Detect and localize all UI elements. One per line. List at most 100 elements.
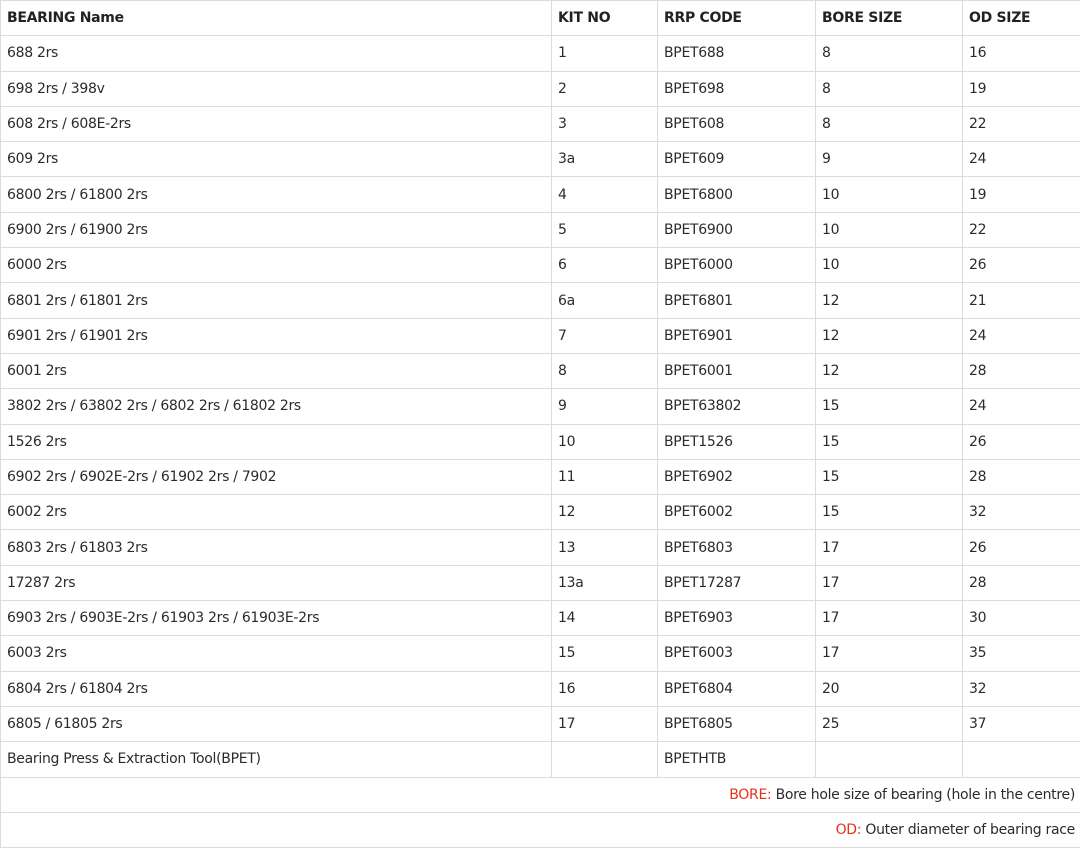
table-cell: 26 bbox=[962, 529, 1080, 566]
table-cell: 6001 2rs bbox=[0, 352, 552, 390]
note-cell: BORE: Bore hole size of bearing (hole in… bbox=[0, 776, 1080, 813]
table-cell: 16 bbox=[962, 35, 1080, 72]
table-cell: 28 bbox=[962, 458, 1080, 496]
table-cell: 26 bbox=[962, 247, 1080, 284]
table-cell: 15 bbox=[551, 635, 658, 672]
table-cell: Bearing Press & Extraction Tool(BPET) bbox=[0, 741, 552, 778]
table-row: 1526 2rs 10 BPET1526 15 26 bbox=[0, 423, 1080, 460]
table-row: 3802 2rs / 63802 2rs / 6802 2rs / 61802 … bbox=[0, 388, 1080, 425]
table-cell: 22 bbox=[962, 105, 1080, 143]
table-cell: 3 bbox=[551, 105, 658, 143]
table-row: 698 2rs / 398v 2 BPET698 8 19 bbox=[0, 70, 1080, 107]
note-label: OD: bbox=[835, 821, 862, 838]
table-cell: 4 bbox=[551, 176, 658, 213]
table-cell: 11 bbox=[551, 458, 658, 496]
table-cell: BPET6003 bbox=[657, 635, 816, 672]
table-cell: 15 bbox=[815, 494, 963, 531]
table-cell: BPET6001 bbox=[657, 352, 816, 390]
table-cell: 10 bbox=[815, 247, 963, 284]
table-cell: 12 bbox=[815, 352, 963, 390]
table-cell: 6903 2rs / 6903E-2rs / 61903 2rs / 61903… bbox=[0, 600, 552, 637]
table-cell: 17287 2rs bbox=[0, 564, 552, 602]
table-cell: 9 bbox=[815, 141, 963, 178]
table-cell: 6902 2rs / 6902E-2rs / 61902 2rs / 7902 bbox=[0, 458, 552, 496]
table-cell: BPET6801 bbox=[657, 282, 816, 319]
table-row: 688 2rs 1 BPET688 8 16 bbox=[0, 35, 1080, 72]
table-cell: BPET6804 bbox=[657, 670, 816, 707]
table-cell: 21 bbox=[962, 282, 1080, 319]
header-row: BEARING Name KIT NO RRP CODE BORE SIZE OD SI… bbox=[0, 0, 1080, 37]
table-cell: 24 bbox=[962, 317, 1080, 354]
table-row: 6801 2rs / 61801 2rs 6a BPET6801 12 21 bbox=[0, 282, 1080, 319]
table-row: 6804 2rs / 61804 2rs 16 BPET6804 20 32 bbox=[0, 670, 1080, 707]
table-row: 6002 2rs 12 BPET6002 15 32 bbox=[0, 494, 1080, 531]
table-cell: BPET17287 bbox=[657, 564, 816, 602]
table-row: 6901 2rs / 61901 2rs 7 BPET6901 12 24 bbox=[0, 317, 1080, 354]
note-row: BORE: Bore hole size of bearing (hole in… bbox=[0, 776, 1080, 813]
table-cell: 15 bbox=[815, 458, 963, 496]
table-cell: 8 bbox=[551, 352, 658, 390]
note-row: OD: Outer diameter of bearing race bbox=[0, 811, 1080, 848]
table-cell: 10 bbox=[815, 211, 963, 249]
table-body: 688 2rs 1 BPET688 8 16 698 2rs / 398v 2 BPET698… bbox=[0, 35, 1080, 848]
table-cell: 688 2rs bbox=[0, 35, 552, 72]
table-cell: 10 bbox=[815, 176, 963, 213]
table-cell: BPET63802 bbox=[657, 388, 816, 425]
table-cell: 3802 2rs / 63802 2rs / 6802 2rs / 61802 … bbox=[0, 388, 552, 425]
table-cell: 22 bbox=[962, 211, 1080, 249]
table-row: 6001 2rs 8 BPET6001 12 28 bbox=[0, 352, 1080, 390]
table-row: 17287 2rs 13a BPET17287 17 28 bbox=[0, 564, 1080, 602]
table-cell: BPET6002 bbox=[657, 494, 816, 531]
column-header: BEARING Name bbox=[0, 0, 552, 37]
table-cell: BPET688 bbox=[657, 35, 816, 72]
table-cell: 5 bbox=[551, 211, 658, 249]
column-header: RRP CODE bbox=[657, 0, 816, 37]
table-cell: 6800 2rs / 61800 2rs bbox=[0, 176, 552, 213]
table-cell: 8 bbox=[815, 35, 963, 72]
table-cell: 9 bbox=[551, 388, 658, 425]
table-row: 6900 2rs / 61900 2rs 5 BPET6900 10 22 bbox=[0, 211, 1080, 249]
table-cell: 6805 / 61805 2rs bbox=[0, 705, 552, 743]
table-row: 6805 / 61805 2rs 17 BPET6805 25 37 bbox=[0, 705, 1080, 743]
table-row: 6800 2rs / 61800 2rs 4 BPET6800 10 19 bbox=[0, 176, 1080, 213]
table-cell: 35 bbox=[962, 635, 1080, 672]
table-cell: 17 bbox=[815, 564, 963, 602]
table-cell: 17 bbox=[815, 529, 963, 566]
note-text: Outer diameter of bearing race bbox=[865, 821, 1075, 838]
table-cell: 6801 2rs / 61801 2rs bbox=[0, 282, 552, 319]
table-cell: 6900 2rs / 61900 2rs bbox=[0, 211, 552, 249]
table-row: 608 2rs / 608E-2rs 3 BPET608 8 22 bbox=[0, 105, 1080, 143]
table-cell: BPET6000 bbox=[657, 247, 816, 284]
table-cell: 2 bbox=[551, 70, 658, 107]
table-cell: BPET6803 bbox=[657, 529, 816, 566]
column-header: KIT NO bbox=[551, 0, 658, 37]
table-cell: 6000 2rs bbox=[0, 247, 552, 284]
table-cell: 24 bbox=[962, 388, 1080, 425]
table-row: 6000 2rs 6 BPET6000 10 26 bbox=[0, 247, 1080, 284]
table-cell: 28 bbox=[962, 352, 1080, 390]
table-cell: 32 bbox=[962, 670, 1080, 707]
table-cell: 608 2rs / 608E-2rs bbox=[0, 105, 552, 143]
table-row: 609 2rs 3a BPET609 9 24 bbox=[0, 141, 1080, 178]
table-cell: BPET609 bbox=[657, 141, 816, 178]
table-cell: 1526 2rs bbox=[0, 423, 552, 460]
table-cell: BPET6805 bbox=[657, 705, 816, 743]
table-cell: BPET6800 bbox=[657, 176, 816, 213]
note-text: Bore hole size of bearing (hole in the c… bbox=[775, 786, 1076, 803]
table-cell: 6003 2rs bbox=[0, 635, 552, 672]
table-cell: 17 bbox=[815, 600, 963, 637]
table-cell: BPET608 bbox=[657, 105, 816, 143]
table-cell: 37 bbox=[962, 705, 1080, 743]
table-cell: BPET1526 bbox=[657, 423, 816, 460]
table-head: BEARING Name KIT NO RRP CODE BORE SIZE OD SI… bbox=[0, 0, 1080, 37]
note-cell: OD: Outer diameter of bearing race bbox=[0, 811, 1080, 848]
table-cell: 12 bbox=[815, 317, 963, 354]
table-cell: 6803 2rs / 61803 2rs bbox=[0, 529, 552, 566]
table-cell: 10 bbox=[551, 423, 658, 460]
column-header: BORE SIZE bbox=[815, 0, 963, 37]
empty-cell bbox=[551, 741, 658, 778]
table-cell: 32 bbox=[962, 494, 1080, 531]
table-row: Bearing Press & Extraction Tool(BPET) BPE… bbox=[0, 741, 1080, 778]
table-cell: 24 bbox=[962, 141, 1080, 178]
